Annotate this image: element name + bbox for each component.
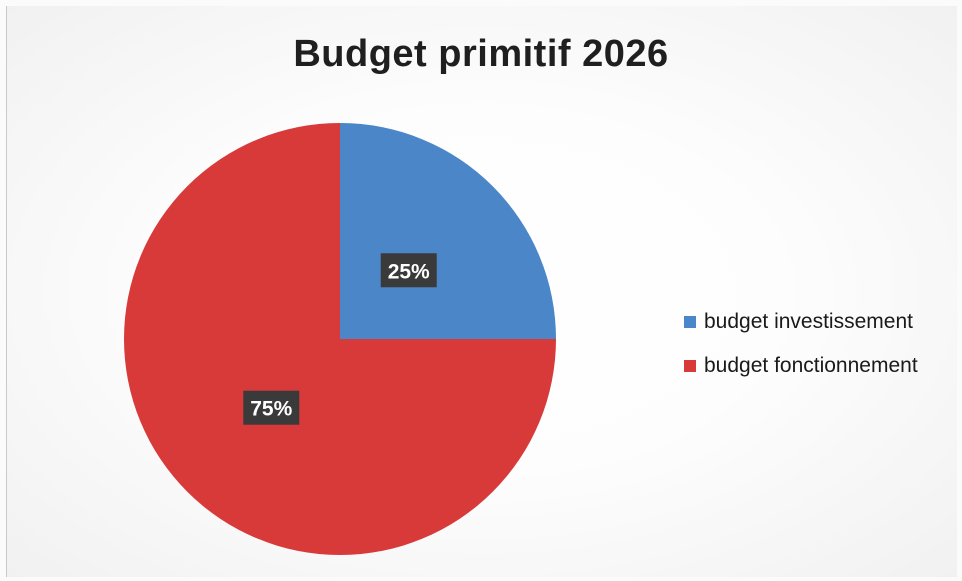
label-box [380,253,437,288]
legend-label-investissement: budget investissement [704,310,913,333]
slice-investissement [340,123,556,339]
label-text: 75% [250,398,292,421]
slice-label-fonctionnement: 75% [243,390,300,425]
legend-swatch-investissement [684,316,696,328]
chart-title: Budget primitif 2026 [293,33,669,75]
label-box [243,390,300,425]
chart-legend: budget investissement budget fonctionnem… [684,300,918,388]
legend-item-fonctionnement: budget fonctionnement [684,344,918,388]
legend-swatch-fonctionnement [684,360,696,372]
label-text: 25% [388,260,430,283]
legend-label-fonctionnement: budget fonctionnement [704,354,918,377]
slice-label-investissement: 25% [380,253,437,288]
slice-fonctionnement [124,123,556,555]
legend-item-investissement: budget investissement [684,300,918,344]
